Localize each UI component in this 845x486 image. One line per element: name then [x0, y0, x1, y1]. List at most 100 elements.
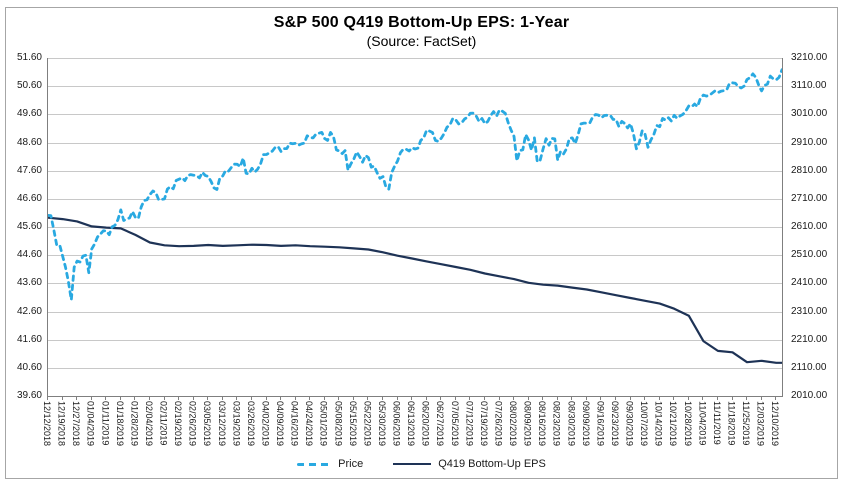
y-left-tick-label: 40.60 — [16, 361, 42, 373]
x-tick — [644, 397, 646, 400]
x-tick — [294, 397, 296, 400]
x-axis-label: 11/11/2019 — [711, 401, 722, 445]
y-right-tick-label: 2510.00 — [791, 249, 828, 261]
x-tick — [192, 397, 194, 400]
x-axis-label: 06/06/2019 — [391, 401, 402, 447]
x-axis-label: 10/28/2019 — [682, 401, 693, 447]
x-tick — [207, 397, 209, 400]
x-tick — [673, 397, 675, 400]
x-tick — [396, 397, 398, 400]
x-axis-label: 03/12/2019 — [216, 401, 227, 447]
chart-title: S&P 500 Q419 Bottom-Up EPS: 1-Year — [273, 14, 570, 31]
y-left-tick-label: 48.60 — [16, 136, 42, 148]
y-right-tick-label: 2710.00 — [791, 192, 828, 204]
x-axis-label: 04/24/2019 — [304, 401, 315, 447]
x-axis-label: 07/26/2019 — [493, 401, 504, 447]
y-right-tick-label: 2110.00 — [791, 361, 827, 373]
x-axis-label: 10/21/2019 — [668, 401, 679, 447]
x-axis-label: 12/19/2018 — [56, 401, 67, 447]
x-axis-label: 04/02/2019 — [260, 401, 271, 447]
y-left-tick-label: 50.60 — [16, 80, 42, 92]
x-tick — [134, 397, 136, 400]
x-axis-label: 05/30/2019 — [377, 401, 387, 447]
x-axis-label: 11/25/2019 — [741, 401, 751, 446]
x-tick — [775, 397, 777, 400]
x-tick — [367, 397, 369, 400]
x-axis-label: 12/12/2018 — [42, 401, 52, 447]
x-tick — [411, 397, 413, 400]
x-tick — [250, 397, 252, 400]
legend-item-eps: Q419 Bottom-Up EPS — [393, 458, 546, 470]
x-axis-label: 03/05/2019 — [202, 401, 213, 447]
x-tick — [513, 397, 514, 400]
x-axis-label: 08/16/2019 — [537, 401, 548, 447]
x-axis-label: 05/01/2019 — [318, 401, 329, 447]
x-axis-label: 01/28/2019 — [129, 401, 140, 447]
price-line — [48, 68, 782, 302]
y-left-tick-label: 46.60 — [16, 192, 42, 204]
x-tick — [454, 397, 456, 400]
x-tick — [90, 397, 92, 400]
x-tick — [280, 397, 281, 400]
chart-canvas — [48, 58, 782, 369]
x-axis-label: 11/18/2019 — [726, 401, 737, 446]
x-tick — [425, 397, 427, 400]
x-axis-label: 12/27/2018 — [71, 401, 82, 447]
x-tick — [731, 397, 733, 400]
x-axis-label: 06/13/2019 — [406, 401, 417, 447]
y-right-tick-label: 3210.00 — [791, 52, 828, 63]
x-tick — [658, 397, 660, 400]
x-tick — [615, 397, 616, 400]
x-axis-label: 04/09/2019 — [275, 401, 285, 447]
x-tick — [760, 397, 762, 400]
y-left-tick-label: 43.60 — [16, 277, 42, 289]
x-tick — [746, 397, 747, 400]
legend: Price Q419 Bottom-Up EPS — [6, 458, 837, 470]
x-tick — [61, 397, 63, 400]
x-tick — [716, 397, 718, 400]
legend-item-price: Price — [297, 458, 363, 470]
x-axis-label: 08/23/2019 — [551, 401, 562, 447]
x-axis-label: 03/19/2019 — [231, 401, 242, 447]
y-left-tick-label: 49.60 — [16, 108, 42, 120]
x-axis-label: 12/03/2019 — [755, 401, 766, 447]
x-tick — [309, 397, 311, 400]
y-right-tick-label: 2610.00 — [791, 221, 828, 232]
x-axis-label: 05/22/2019 — [362, 401, 373, 447]
x-axis-label: 01/04/2019 — [85, 401, 96, 447]
x-axis-label: 07/12/2019 — [464, 401, 475, 447]
x-axis-label: 02/19/2019 — [173, 401, 184, 447]
x-axis-label: 06/27/2019 — [435, 401, 446, 447]
x-axis-label: 01/11/2019 — [100, 401, 111, 446]
x-tick — [47, 397, 48, 400]
x-axis-label: 08/30/2019 — [566, 401, 577, 447]
eps-line — [48, 216, 782, 364]
price-dashed-line-icon — [297, 462, 332, 466]
y-right-tick-label: 3110.00 — [791, 80, 827, 92]
x-axis: 12/12/2018 12/19/2018 12/27/2018 01/04/2019… — [42, 397, 783, 455]
x-axis-label: 09/16/2019 — [595, 401, 606, 447]
x-axis-label: 01/18/2019 — [114, 401, 125, 447]
x-tick — [702, 397, 704, 400]
x-tick — [265, 397, 267, 400]
x-tick — [382, 397, 383, 400]
x-axis-label: 02/11/2019 — [158, 401, 169, 446]
y-right-tick-label: 2910.00 — [791, 136, 828, 148]
x-axis-label: 05/08/2019 — [333, 401, 344, 447]
x-tick — [585, 397, 587, 400]
x-tick — [440, 397, 442, 400]
y-right-tick-label: 2810.00 — [791, 164, 828, 176]
x-tick — [236, 397, 238, 400]
y-right-tick-label: 2210.00 — [791, 333, 828, 345]
x-tick — [148, 397, 150, 400]
y-axis-left: 51.60 50.60 49.60 48.60 47.60 46.60 45.60 44.60… — [6, 52, 47, 401]
x-tick — [352, 397, 354, 400]
x-axis-label: 07/05/2019 — [449, 401, 460, 447]
x-axis-label: 10/07/2019 — [639, 401, 650, 447]
x-tick — [600, 397, 602, 400]
x-axis-label: 05/15/2019 — [347, 401, 358, 447]
x-tick — [178, 397, 180, 400]
legend-label-price: Price — [338, 458, 364, 470]
x-tick — [483, 397, 485, 400]
y-left-tick-label: 44.60 — [16, 249, 42, 261]
